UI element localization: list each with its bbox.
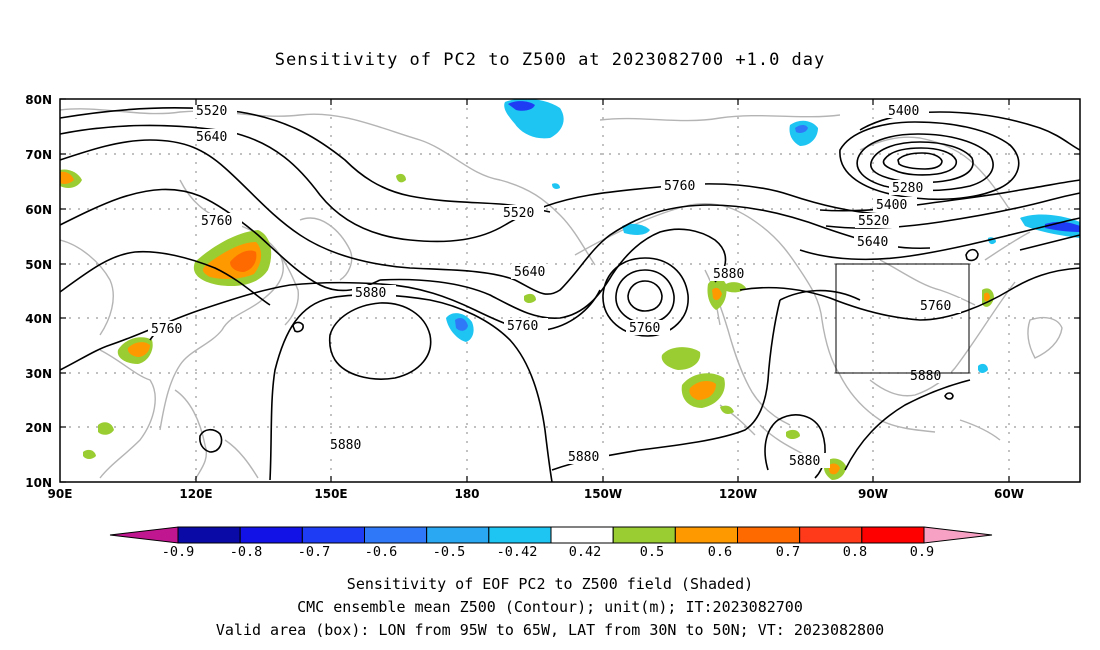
lon-label: 150W (584, 487, 622, 501)
colorbar-swatch (737, 526, 801, 544)
colorbar-swatch (177, 526, 241, 544)
longitude-labels: 90E 120E 150E 180 150W 120W 90W 60W (48, 487, 1024, 501)
lon-label: 90W (858, 487, 888, 501)
contour-label: 5760 (201, 214, 232, 229)
colorbar-tick: -0.7 (297, 544, 331, 560)
contour-label: 5880 (355, 286, 386, 301)
contour-label: 5760 (920, 299, 951, 314)
coastlines (59, 108, 1063, 481)
lon-label: 90E (48, 487, 73, 501)
contour-label: 5880 (330, 438, 361, 453)
lon-label: 120W (719, 487, 757, 501)
colorbar-tick: 0.8 (842, 544, 868, 560)
contour-label: 5280 (892, 181, 923, 196)
colorbar-tick: 0.42 (568, 544, 602, 560)
lat-label: 30N (25, 367, 52, 381)
contour-label: 5520 (503, 206, 534, 221)
contour-label: 5760 (151, 322, 182, 337)
map-title: Sensitivity of PC2 to Z500 at 2023082700… (274, 50, 826, 70)
contour-label: 5520 (858, 214, 889, 229)
lat-label: 20N (25, 421, 52, 435)
colorbar-swatch (861, 526, 925, 544)
contour-label: 5760 (629, 321, 660, 336)
colorbar-tick: 0.5 (639, 544, 665, 560)
colorbar-max-arrow (923, 526, 993, 544)
lat-label: 70N (25, 148, 52, 162)
colorbar-tick: -0.8 (229, 544, 263, 560)
plot-frame (59, 98, 1081, 483)
colorbar (109, 526, 993, 544)
colorbar-swatch (612, 526, 676, 544)
contour-label: 5640 (196, 130, 227, 145)
contour-labels: 5520 5640 5760 5760 5520 5640 5880 5760 … (148, 103, 961, 469)
gridlines (60, 99, 1080, 482)
colorbar-swatch (799, 526, 863, 544)
contour-label: 5880 (910, 369, 941, 384)
lat-label: 80N (25, 93, 52, 107)
lon-label: 180 (454, 487, 479, 501)
contour-label: 5640 (514, 265, 545, 280)
colorbar-swatch (364, 526, 428, 544)
lat-label: 10N (25, 476, 52, 490)
colorbar-tick: -0.6 (364, 544, 398, 560)
colorbar-swatch (239, 526, 303, 544)
colorbar-min-arrow (109, 526, 179, 544)
lon-label: 150E (314, 487, 347, 501)
contour-label: 5640 (857, 235, 888, 250)
colorbar-swatch (674, 526, 738, 544)
latitude-labels: 80N 70N 60N 50N 40N 30N 20N 10N (25, 93, 52, 490)
contour-label: 5760 (664, 179, 695, 194)
contour-label: 5880 (789, 454, 820, 469)
colorbar-tick: -0.9 (161, 544, 195, 560)
lon-label: 120E (179, 487, 212, 501)
sensitivity-shading (60, 98, 1080, 480)
caption-shading: Sensitivity of EOF PC2 to Z500 field (Sh… (346, 575, 754, 593)
tick-marks (60, 98, 1080, 483)
contour-label: 5760 (507, 319, 538, 334)
colorbar-tick: 0.9 (909, 544, 935, 560)
plot-area (60, 99, 1080, 482)
colorbar-tick: 0.6 (707, 544, 733, 560)
lat-label: 40N (25, 312, 52, 326)
contour-label: 5880 (568, 450, 599, 465)
colorbar-tick: -0.5 (432, 544, 466, 560)
colorbar-tick: -0.42 (496, 544, 538, 560)
lat-label: 60N (25, 203, 52, 217)
lon-label: 60W (994, 487, 1024, 501)
contour-label: 5880 (713, 267, 744, 282)
caption-contour: CMC ensemble mean Z500 (Contour); unit(m… (297, 598, 803, 616)
contour-label: 5400 (888, 104, 919, 119)
colorbar-swatch (426, 526, 490, 544)
caption-valid-area: Valid area (box): LON from 95W to 65W, L… (215, 621, 885, 639)
lat-label: 50N (25, 258, 52, 272)
colorbar-swatch (550, 526, 614, 544)
colorbar-swatch (301, 526, 366, 544)
contour-label: 5520 (196, 104, 227, 119)
colorbar-swatch (488, 526, 552, 544)
colorbar-tick: 0.7 (775, 544, 801, 560)
contour-label: 5400 (876, 198, 907, 213)
valid-area-box (835, 263, 970, 374)
